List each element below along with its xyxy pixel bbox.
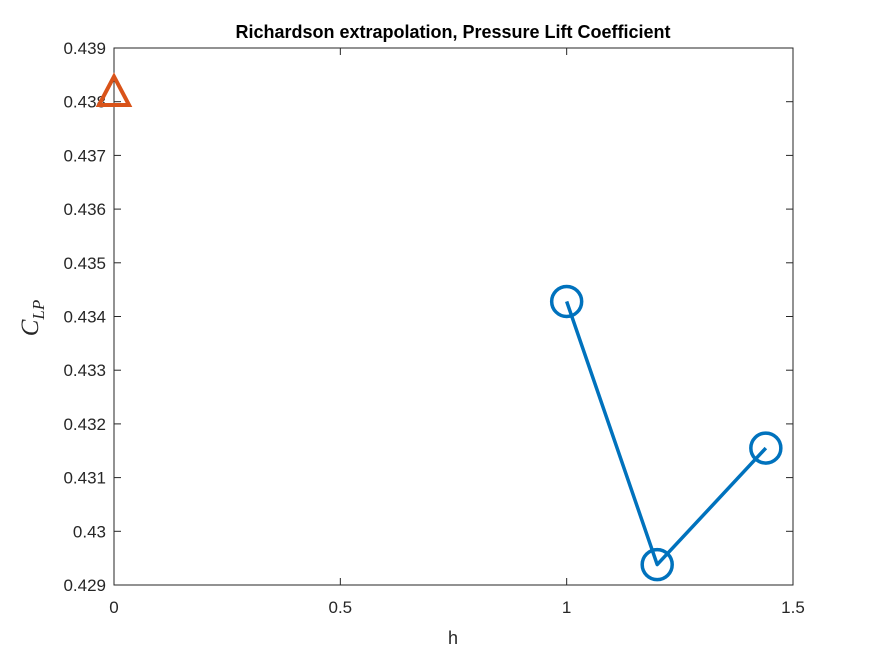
series-0-point <box>749 431 783 465</box>
y-tick-label: 0.438 <box>63 93 106 112</box>
y-tick-label: 0.439 <box>63 39 106 58</box>
series-1-point <box>95 72 133 107</box>
chart-title: Richardson extrapolation, Pressure Lift … <box>235 22 670 42</box>
series-0-point <box>640 547 674 582</box>
x-tick-label: 1 <box>562 598 571 617</box>
x-tick-label: 1.5 <box>781 598 805 617</box>
x-tick-label: 0 <box>109 598 118 617</box>
y-tick-label: 0.429 <box>63 576 106 595</box>
y-tick-label: 0.437 <box>63 146 106 165</box>
y-tick-label: 0.432 <box>63 415 106 434</box>
series-0-point <box>549 284 584 319</box>
y-tick-label: 0.435 <box>63 254 106 273</box>
y-tick-label: 0.436 <box>63 200 106 219</box>
axes <box>113 47 794 586</box>
y-tick-label: 0.434 <box>63 308 106 327</box>
x-axis-label: h <box>448 628 458 648</box>
plot-box <box>113 47 794 586</box>
series-0-line <box>565 300 768 567</box>
y-axis-label: CLP <box>17 300 48 337</box>
series <box>95 72 783 582</box>
y-tick-label: 0.43 <box>73 522 106 541</box>
x-tick-label: 0.5 <box>329 598 353 617</box>
y-axis-label-sub: LP <box>29 300 48 321</box>
y-tick-label: 0.431 <box>63 469 106 488</box>
y-tick-label: 0.433 <box>63 361 106 380</box>
y-axis-label-main: C <box>17 319 44 336</box>
ticks: 0 0.5 1 1.5 0.429 0.43 0.431 0.432 0.433 0.434 0.4… <box>63 39 804 617</box>
